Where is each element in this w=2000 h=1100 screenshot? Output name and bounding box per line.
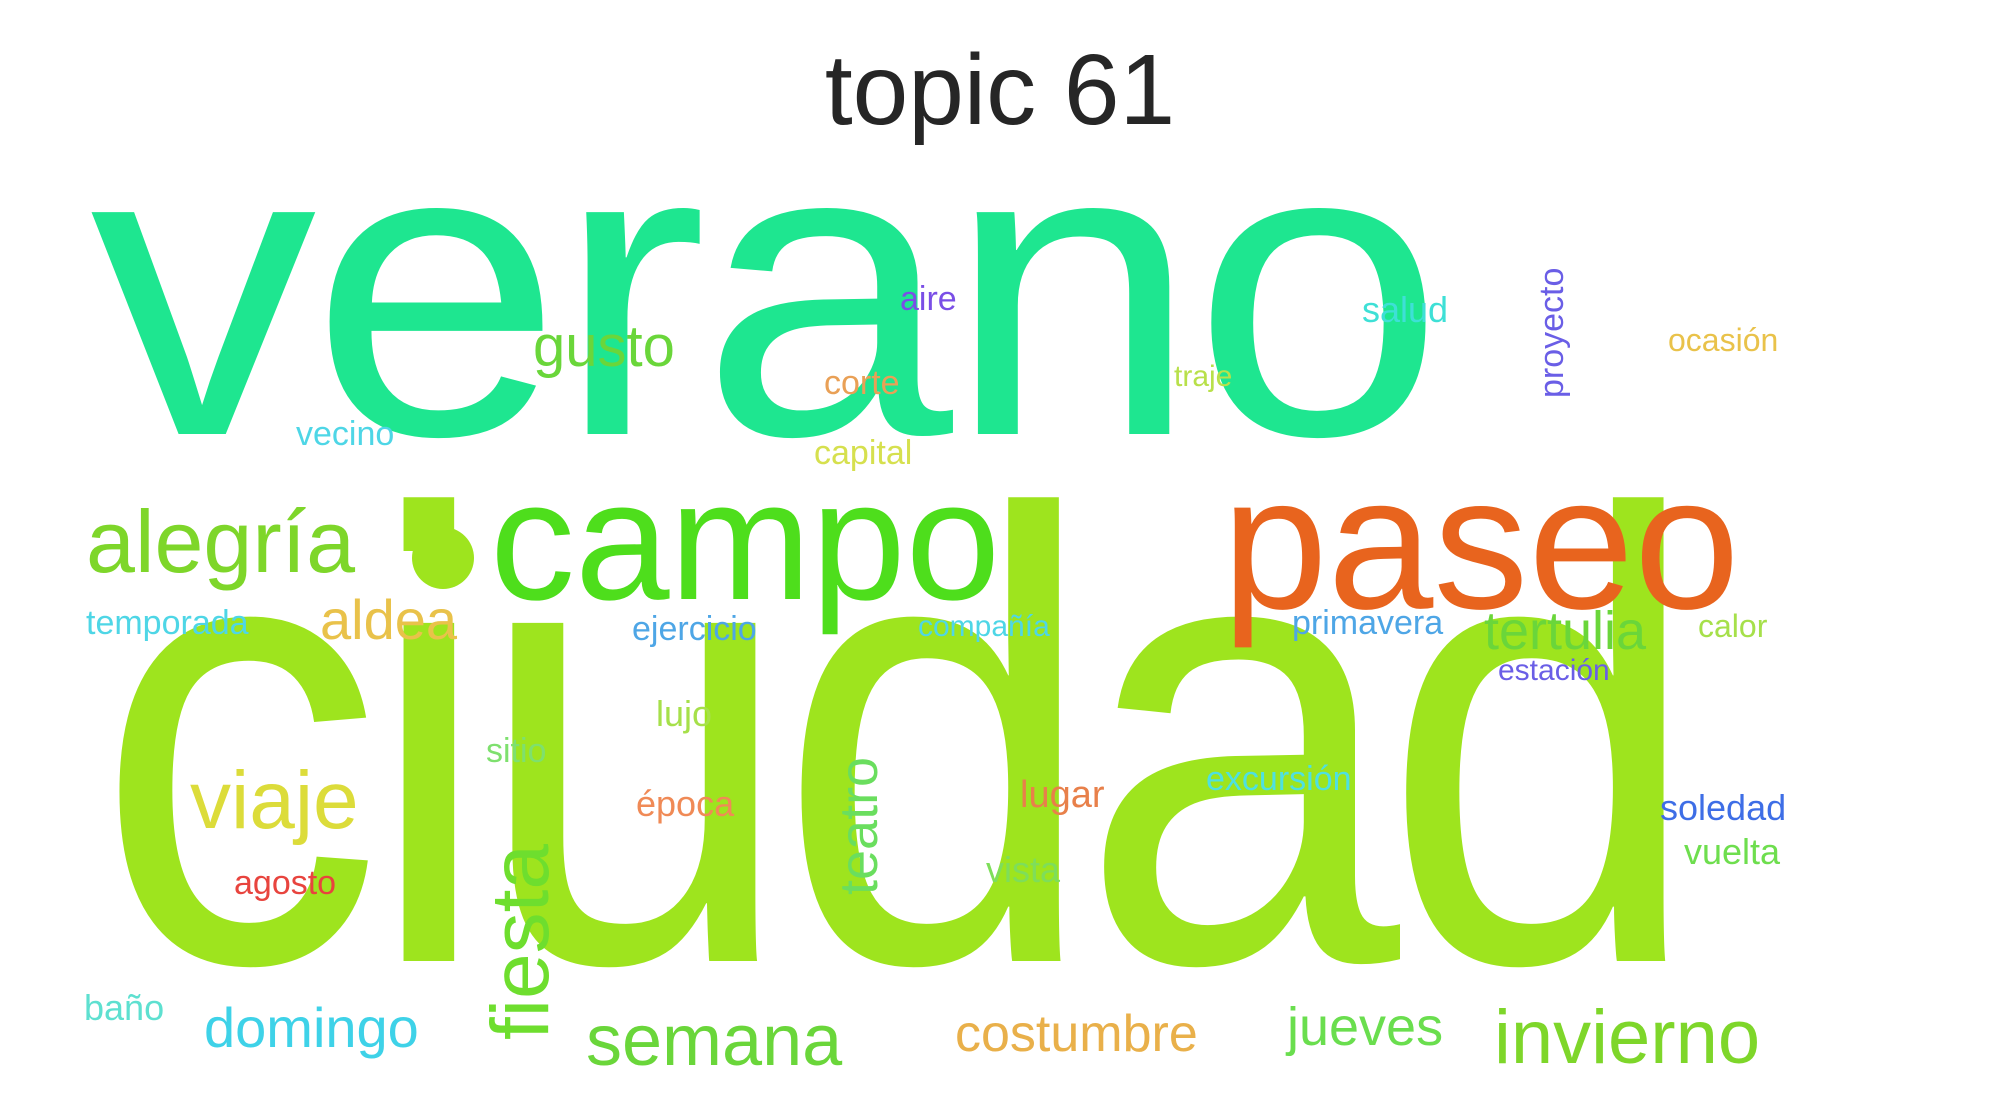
word-ejercicio: ejercicio bbox=[632, 610, 757, 648]
dot-mark bbox=[412, 527, 474, 589]
word-compania: compañía bbox=[918, 610, 1050, 643]
word-temporada: temporada bbox=[86, 604, 249, 642]
word-viaje: viaje bbox=[190, 755, 359, 846]
word-fiesta: fiesta bbox=[475, 844, 566, 1040]
word-bano: baño bbox=[84, 987, 165, 1028]
word-proyecto: proyecto bbox=[1533, 267, 1571, 398]
word-sitio: sitio bbox=[486, 732, 547, 770]
word-domingo: domingo bbox=[204, 996, 419, 1059]
word-alegria: alegría bbox=[86, 492, 356, 591]
chart-title: topic 61 bbox=[824, 34, 1176, 146]
word-costumbre: costumbre bbox=[955, 1005, 1198, 1063]
word-vecino: vecino bbox=[296, 415, 395, 453]
word-tertulia: tertulia bbox=[1484, 601, 1647, 661]
word-salud: salud bbox=[1362, 289, 1449, 330]
word-campo: campo bbox=[490, 446, 1001, 636]
word-teatro: teatro bbox=[829, 756, 889, 895]
word-jueves: jueves bbox=[1287, 997, 1444, 1057]
word-ocasion: ocasión bbox=[1668, 322, 1779, 358]
word-vista: vista bbox=[986, 849, 1061, 890]
word-invierno: invierno bbox=[1494, 995, 1761, 1080]
word-lujo: lujo bbox=[656, 693, 713, 734]
word-epoca: época bbox=[636, 783, 735, 824]
word-aire: aire bbox=[900, 280, 957, 318]
word-lugar: lugar bbox=[1020, 774, 1105, 816]
word-traje: traje bbox=[1174, 360, 1233, 393]
word-gusto: gusto bbox=[533, 314, 675, 379]
word-agosto: agosto bbox=[234, 864, 337, 902]
word-calor: calor bbox=[1698, 608, 1768, 644]
word-estacion: estación bbox=[1498, 654, 1610, 687]
word-ciudad: ciudad bbox=[95, 382, 1702, 1097]
word-verano: verano bbox=[90, 55, 1445, 524]
word-excursion: excursión bbox=[1206, 760, 1352, 798]
word-vuelta: vuelta bbox=[1684, 831, 1781, 872]
word-primavera: primavera bbox=[1292, 604, 1444, 642]
word-capital: capital bbox=[814, 434, 913, 472]
word-corte: corte bbox=[824, 364, 900, 402]
word-semana: semana bbox=[586, 1001, 843, 1081]
word-aldea: aldea bbox=[320, 588, 458, 651]
word-soledad: soledad bbox=[1660, 787, 1787, 828]
word-paseo: paseo bbox=[1222, 437, 1740, 649]
